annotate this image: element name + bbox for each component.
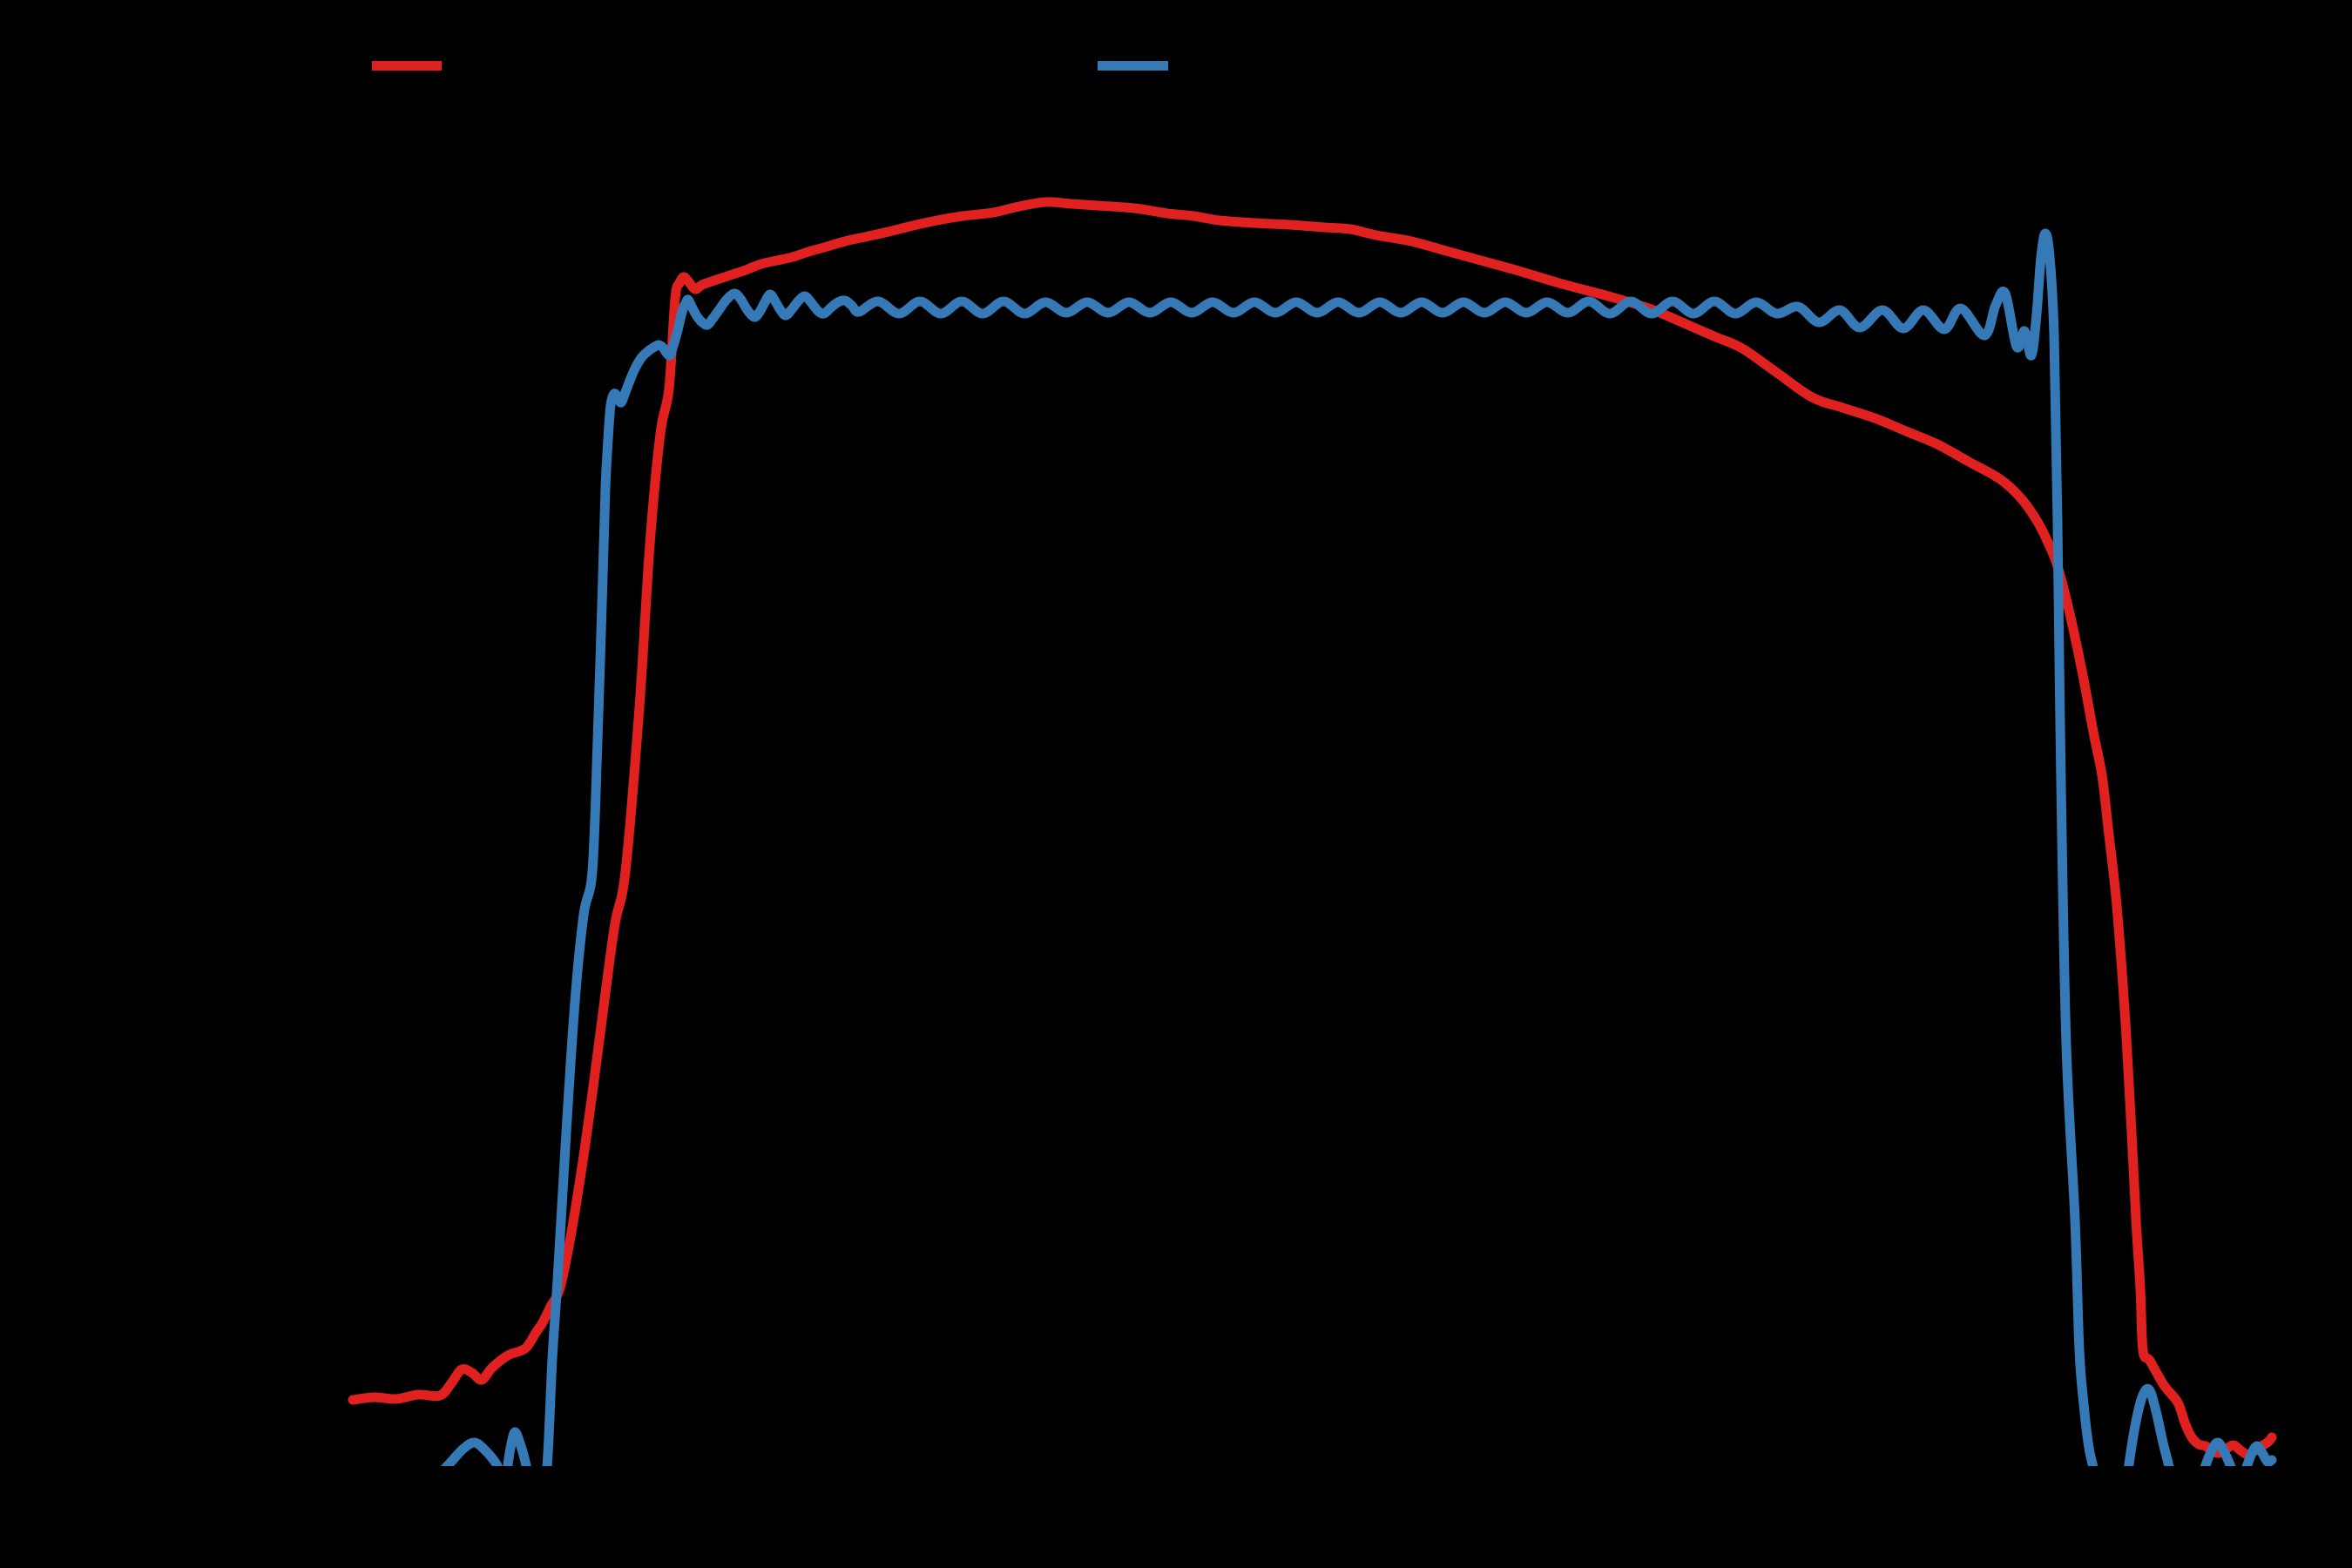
plot-area: [348, 197, 2277, 1466]
red-series-line: [348, 197, 2277, 1460]
legend: [372, 61, 1168, 71]
legend-swatch-blue: [1098, 61, 1168, 71]
blue-series-line: [440, 228, 2277, 1466]
legend-swatch-red: [372, 61, 442, 71]
